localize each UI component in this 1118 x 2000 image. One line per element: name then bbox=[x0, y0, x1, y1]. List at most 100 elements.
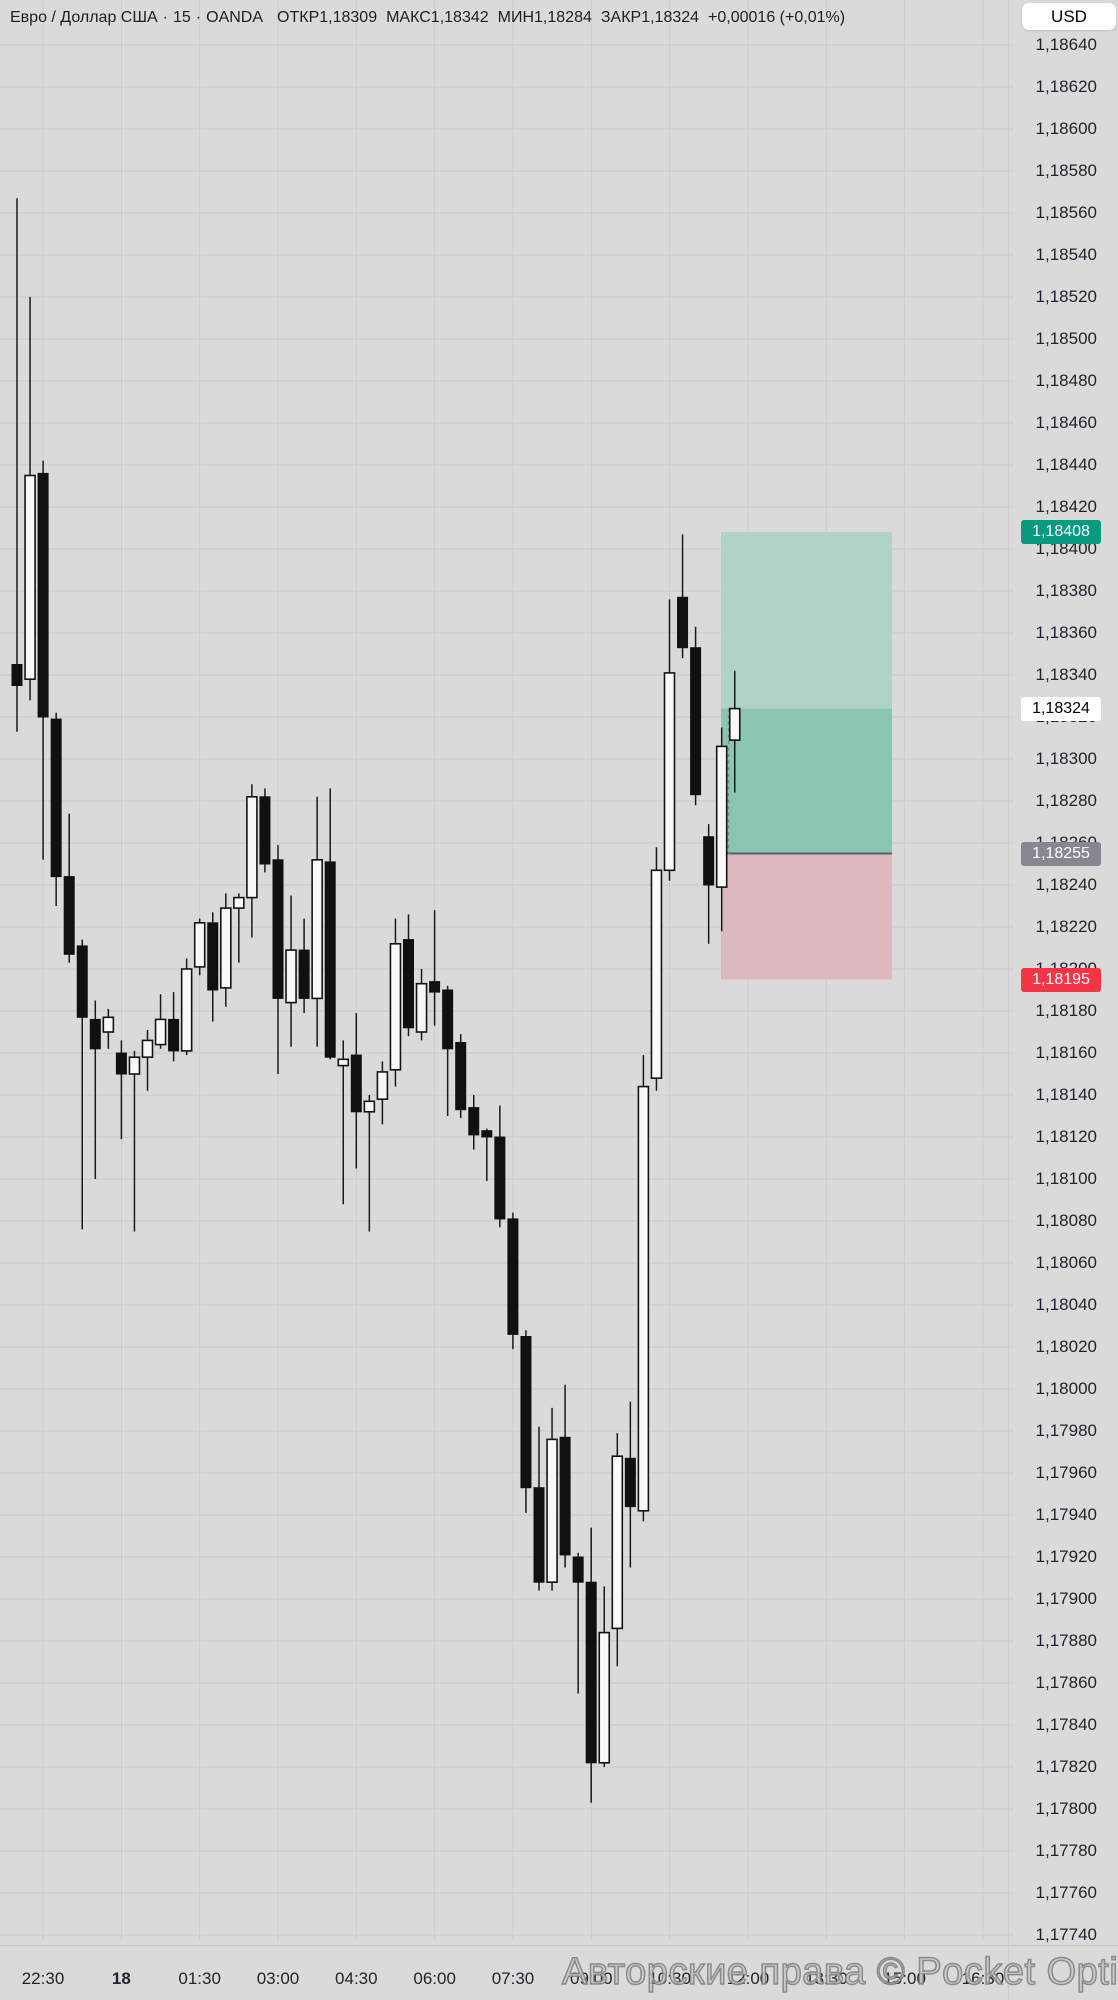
candle-up[interactable] bbox=[193, 918, 206, 976]
price-axis-label: 1,17880 bbox=[1035, 1631, 1097, 1650]
position-profit-zone-upper[interactable] bbox=[721, 532, 892, 709]
candle-up[interactable] bbox=[285, 895, 297, 1047]
exchange-label[interactable]: OANDA bbox=[206, 9, 264, 26]
candle-up[interactable] bbox=[389, 918, 402, 1087]
price-badge-current[interactable]: 1,18324 bbox=[1021, 696, 1101, 721]
price-axis-label: 1,18160 bbox=[1035, 1043, 1097, 1062]
candle-down[interactable] bbox=[455, 1034, 467, 1119]
price-change: +0,00016 (+0,01%) bbox=[708, 9, 846, 26]
candle-down[interactable] bbox=[115, 1040, 127, 1140]
candle-down[interactable] bbox=[703, 824, 715, 944]
candle-up[interactable] bbox=[154, 994, 167, 1049]
candle-up[interactable] bbox=[415, 969, 428, 1041]
candle-up[interactable] bbox=[180, 958, 193, 1056]
candle-down[interactable] bbox=[89, 1000, 101, 1180]
price-axis-label: 1,18020 bbox=[1035, 1337, 1097, 1356]
time-axis-label: 10:30 bbox=[648, 1969, 691, 1988]
price-axis-label: 1,18000 bbox=[1035, 1379, 1097, 1398]
candle-down[interactable] bbox=[468, 1095, 480, 1150]
candle-up[interactable] bbox=[637, 1055, 650, 1522]
candle-down[interactable] bbox=[403, 914, 414, 1037]
candle-up[interactable] bbox=[663, 599, 676, 881]
candle-down[interactable] bbox=[350, 1013, 362, 1169]
candle-up[interactable] bbox=[650, 847, 663, 1091]
candle-up[interactable] bbox=[728, 670, 741, 793]
price-axis-label: 1,17900 bbox=[1035, 1589, 1097, 1608]
interval-label[interactable]: 15 bbox=[173, 9, 191, 26]
candle-up[interactable] bbox=[363, 1095, 376, 1232]
price-axis-label: 1,17760 bbox=[1035, 1883, 1097, 1902]
time-axis-label: 04:30 bbox=[335, 1969, 378, 1988]
candle-up[interactable] bbox=[598, 1586, 611, 1767]
candle-down[interactable] bbox=[690, 626, 702, 806]
candle-down[interactable] bbox=[572, 1552, 584, 1694]
price-axis-label: 1,18280 bbox=[1035, 791, 1097, 810]
price-axis-label: 1,18640 bbox=[1035, 35, 1097, 54]
candle-down[interactable] bbox=[507, 1212, 519, 1350]
time-axis-label: 09:00 bbox=[570, 1969, 613, 1988]
candle-up[interactable] bbox=[715, 727, 728, 932]
candle-down[interactable] bbox=[324, 788, 336, 1060]
candle-up[interactable] bbox=[546, 1407, 558, 1591]
candle-down[interactable] bbox=[494, 1105, 506, 1228]
position-profit-zone[interactable] bbox=[721, 708, 892, 854]
symbol-title[interactable]: Евро / Доллар США bbox=[10, 9, 158, 26]
price-axis-separator bbox=[1008, 0, 1009, 2000]
candle-up[interactable] bbox=[128, 1050, 141, 1232]
time-axis-label: 15:00 bbox=[883, 1969, 926, 1988]
currency-toggle[interactable]: USD bbox=[1022, 3, 1116, 30]
price-axis-label: 1,18360 bbox=[1035, 623, 1097, 642]
candle-down[interactable] bbox=[259, 788, 271, 873]
price-badge-entry[interactable]: 1,18255 bbox=[1021, 841, 1101, 866]
candle-up[interactable] bbox=[233, 893, 245, 963]
candle-down[interactable] bbox=[624, 1401, 636, 1568]
price-axis-label: 1,18340 bbox=[1035, 665, 1097, 684]
candle-up[interactable] bbox=[611, 1433, 624, 1667]
candle-up[interactable] bbox=[337, 1040, 350, 1205]
candle-down[interactable] bbox=[533, 1426, 545, 1591]
candle-up[interactable] bbox=[311, 796, 323, 1047]
price-axis-label: 1,17920 bbox=[1035, 1547, 1097, 1566]
price-axis-label: 1,18560 bbox=[1035, 203, 1097, 222]
candle-down[interactable] bbox=[559, 1384, 571, 1568]
price-badge-target[interactable]: 1,18408 bbox=[1021, 520, 1101, 545]
candle-down[interactable] bbox=[585, 1527, 597, 1803]
candle-up[interactable] bbox=[24, 297, 36, 701]
candle-down[interactable] bbox=[520, 1330, 532, 1513]
price-badge-stop[interactable]: 1,18195 bbox=[1021, 967, 1101, 992]
price-axis-label: 1,18060 bbox=[1035, 1253, 1097, 1272]
candle-down[interactable] bbox=[677, 534, 689, 659]
candle-up[interactable] bbox=[246, 784, 258, 938]
candle-up[interactable] bbox=[102, 1008, 115, 1049]
candle-down[interactable] bbox=[207, 912, 219, 1022]
price-axis-label: 1,17800 bbox=[1035, 1799, 1097, 1818]
candle-down[interactable] bbox=[11, 198, 23, 732]
price-axis-label: 1,18520 bbox=[1035, 287, 1097, 306]
ohlc-open: ОТКР1,18309 bbox=[277, 9, 378, 26]
candle-down[interactable] bbox=[442, 985, 454, 1116]
time-axis-label: 01:30 bbox=[178, 1969, 221, 1988]
candle-up[interactable] bbox=[376, 1061, 389, 1125]
candle-down[interactable] bbox=[298, 918, 310, 1014]
position-loss-zone[interactable] bbox=[721, 853, 892, 980]
time-axis-label: 13:30 bbox=[805, 1969, 848, 1988]
ohlc-low: МИН1,18284 bbox=[497, 9, 592, 26]
candle-down[interactable] bbox=[76, 939, 88, 1230]
candle-down[interactable] bbox=[168, 992, 180, 1062]
time-axis-separator bbox=[0, 1945, 1118, 1946]
candle-down[interactable] bbox=[272, 845, 284, 1074]
candle-down[interactable] bbox=[37, 460, 49, 860]
price-axis-label: 1,18180 bbox=[1035, 1001, 1097, 1020]
candle-up[interactable] bbox=[141, 1029, 154, 1091]
candle-down[interactable] bbox=[63, 813, 75, 963]
candle-down[interactable] bbox=[481, 1128, 493, 1182]
candle-up[interactable] bbox=[220, 893, 232, 1007]
price-axis-label: 1,18460 bbox=[1035, 413, 1097, 432]
price-axis-label: 1,18540 bbox=[1035, 245, 1097, 264]
price-axis-label: 1,17780 bbox=[1035, 1841, 1097, 1860]
candle-down[interactable] bbox=[429, 910, 441, 1026]
candle-down[interactable] bbox=[50, 712, 62, 906]
time-axis-label: 18 bbox=[111, 1969, 131, 1988]
